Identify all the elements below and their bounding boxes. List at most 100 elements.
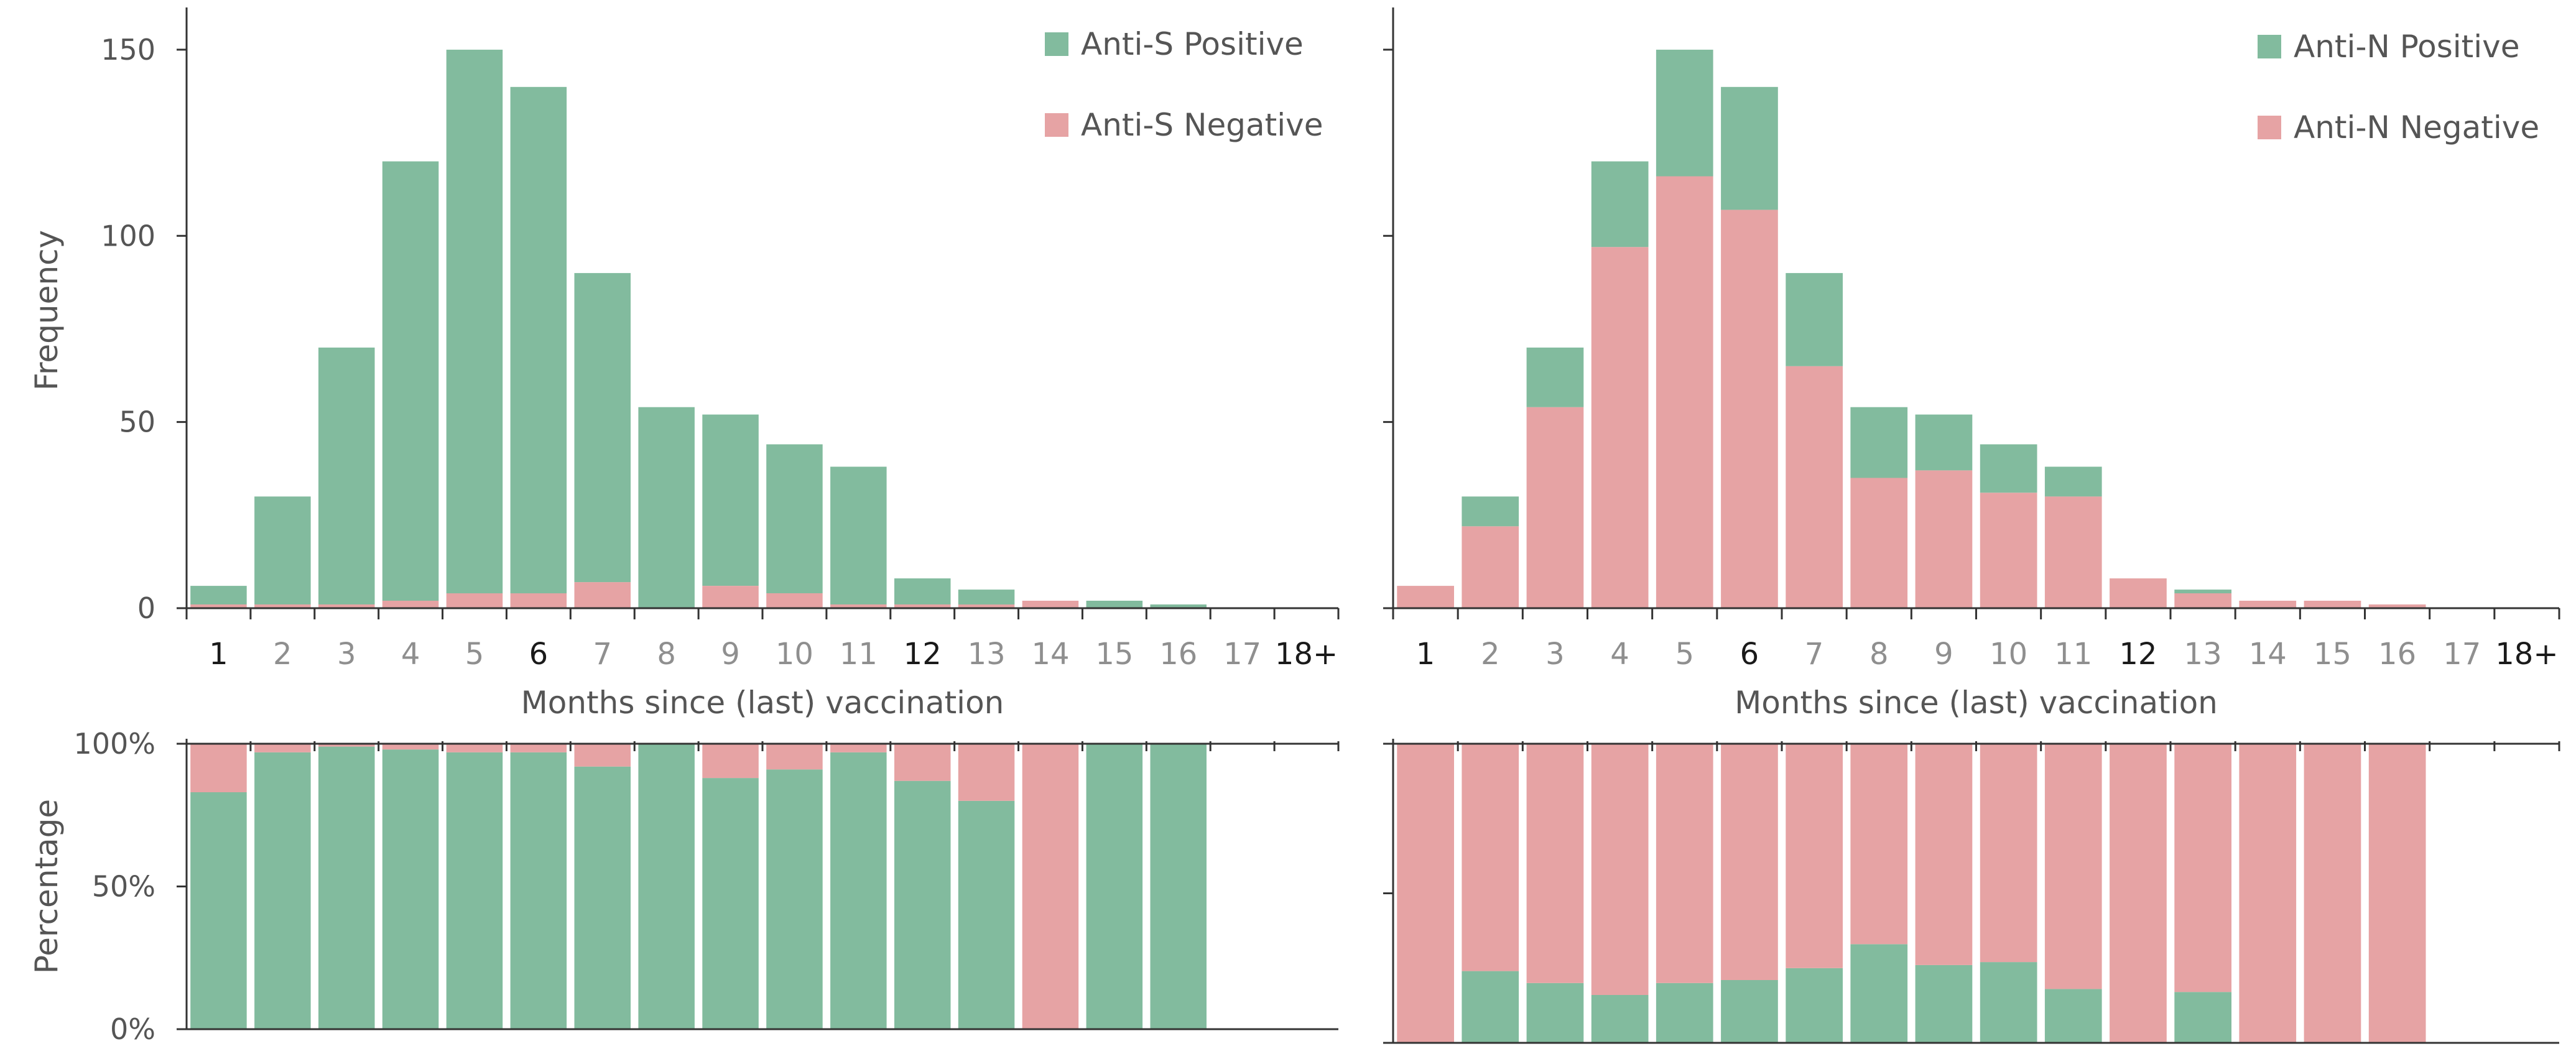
- bar-anti-n-negative-5: [1656, 744, 1713, 983]
- bar-anti-n-negative-6: [1721, 744, 1778, 980]
- x-tick-label: 17: [1223, 637, 1261, 672]
- x-tick-label: 13: [2184, 637, 2222, 672]
- bar-anti-s-negative-4: [382, 744, 439, 750]
- bar-anti-n-negative-14: [2239, 601, 2297, 608]
- x-tick-label: 5: [1675, 637, 1694, 672]
- bar-anti-s-negative-6: [510, 744, 567, 752]
- bar-anti-s-positive-10: [766, 444, 823, 593]
- x-tick-label: 7: [593, 637, 613, 672]
- bar-anti-s-positive-2: [254, 752, 311, 1029]
- bar-anti-s-negative-13: [958, 604, 1015, 608]
- anti-s-percentage-panel: 0% 50% 100% Percentage: [29, 727, 1340, 1046]
- bar-anti-n-negative-5: [1656, 176, 1713, 608]
- y-tick-label: 150: [101, 33, 155, 67]
- x-axis-label: Months since (last) vaccination: [1735, 685, 2218, 721]
- bar-anti-s-positive-9: [702, 414, 759, 586]
- bar-anti-s-positive-16: [1150, 744, 1207, 1029]
- bar-anti-s-positive-7: [574, 273, 631, 583]
- bar-anti-n-positive-10: [1980, 444, 2037, 493]
- bar-anti-s-positive-6: [510, 86, 567, 594]
- anti-n-percentage-panel: [1383, 739, 2560, 1044]
- bar-anti-n-negative-12: [2110, 744, 2167, 1043]
- bar-anti-n-negative-4: [1591, 744, 1649, 995]
- bar-anti-s-negative-3: [318, 604, 375, 608]
- bar-anti-s-positive-12: [894, 780, 951, 1029]
- legend-swatch: [2258, 35, 2281, 58]
- bar-anti-s-positive-6: [510, 752, 567, 1029]
- x-tick-label: 6: [529, 637, 549, 672]
- bar-anti-n-negative-1: [1397, 744, 1454, 1043]
- bar-anti-n-positive-4: [1591, 161, 1649, 247]
- bar-anti-n-negative-1: [1397, 586, 1454, 608]
- bar-anti-s-negative-10: [766, 593, 823, 608]
- bar-anti-n-positive-2: [1462, 971, 1519, 1043]
- x-tick-label: 13: [968, 637, 1006, 672]
- legend-label: Anti-S Negative: [1081, 107, 1323, 143]
- bar-anti-n-positive-5: [1656, 49, 1713, 177]
- bar-anti-n-positive-11: [2044, 989, 2102, 1043]
- bar-anti-n-positive-8: [1850, 944, 1908, 1043]
- bar-anti-s-positive-3: [318, 746, 375, 1029]
- bar-anti-n-negative-12: [2110, 578, 2167, 608]
- bar-anti-s-negative-5: [446, 744, 503, 752]
- bar-anti-n-negative-11: [2044, 744, 2102, 989]
- bar-anti-s-positive-16: [1150, 604, 1207, 608]
- y-tick-label: 50%: [92, 870, 155, 904]
- bar-anti-n-positive-13: [2174, 590, 2231, 594]
- bar-anti-s-positive-13: [958, 590, 1015, 605]
- legend-swatch: [1045, 32, 1068, 56]
- bar-anti-s-negative-3: [318, 744, 375, 747]
- bar-anti-s-positive-7: [574, 766, 631, 1029]
- bar-anti-s-positive-4: [382, 749, 439, 1029]
- bar-anti-s-positive-15: [1086, 601, 1143, 608]
- bar-anti-s-positive-9: [702, 778, 759, 1029]
- bar-anti-n-negative-15: [2304, 601, 2361, 608]
- x-tick-label: 11: [2054, 637, 2092, 672]
- bar-anti-n-positive-7: [1786, 273, 1843, 366]
- bar-anti-s-negative-5: [446, 593, 503, 608]
- bar-anti-n-negative-6: [1721, 210, 1778, 608]
- x-tick-label: 8: [1869, 637, 1889, 672]
- x-tick-label: 16: [1159, 637, 1197, 672]
- legend-label: Anti-S Positive: [1081, 26, 1304, 62]
- x-tick-label: 18+: [2495, 637, 2558, 672]
- x-tick-label: 5: [465, 637, 484, 672]
- bar-anti-n-positive-6: [1721, 980, 1778, 1043]
- bar-anti-n-negative-10: [1980, 744, 2037, 963]
- bar-anti-n-positive-11: [2044, 466, 2102, 497]
- x-tick-label: 9: [721, 637, 740, 672]
- bar-anti-n-negative-4: [1591, 247, 1649, 608]
- bar-anti-s-negative-1: [190, 744, 247, 792]
- bar-anti-n-negative-8: [1850, 744, 1908, 945]
- bar-anti-n-positive-8: [1850, 407, 1908, 478]
- bar-anti-n-negative-15: [2304, 744, 2361, 1043]
- x-axis-label: Months since (last) vaccination: [521, 685, 1004, 721]
- bar-anti-n-positive-13: [2174, 992, 2231, 1043]
- bar-anti-s-positive-13: [958, 800, 1015, 1029]
- bar-anti-s-negative-7: [574, 744, 631, 767]
- bar-anti-s-negative-1: [190, 604, 247, 608]
- x-tick-label: 16: [2378, 637, 2416, 672]
- bar-anti-s-positive-1: [190, 792, 247, 1029]
- bar-anti-s-positive-11: [830, 466, 887, 604]
- bar-anti-n-negative-16: [2368, 604, 2426, 608]
- x-tick-label: 14: [2249, 637, 2287, 672]
- legend-label: Anti-N Positive: [2294, 29, 2519, 65]
- bar-anti-s-negative-13: [958, 744, 1015, 801]
- bar-anti-s-negative-2: [254, 604, 311, 608]
- y-tick-label: 0: [137, 591, 155, 625]
- legend-swatch: [1045, 113, 1068, 137]
- bar-anti-s-negative-9: [702, 586, 759, 608]
- bar-anti-n-positive-2: [1462, 496, 1519, 527]
- bar-anti-n-negative-2: [1462, 744, 1519, 971]
- x-tick-label: 3: [1545, 637, 1565, 672]
- x-tick-label: 10: [1990, 637, 2027, 672]
- bar-anti-n-positive-5: [1656, 983, 1713, 1043]
- x-tick-label: 1: [1416, 637, 1435, 672]
- bar-anti-s-positive-8: [638, 407, 695, 608]
- x-tick-label: 7: [1805, 637, 1824, 672]
- bar-anti-n-negative-13: [2174, 593, 2231, 608]
- x-tick-label: 2: [1481, 637, 1500, 672]
- bar-anti-n-negative-16: [2368, 744, 2426, 1043]
